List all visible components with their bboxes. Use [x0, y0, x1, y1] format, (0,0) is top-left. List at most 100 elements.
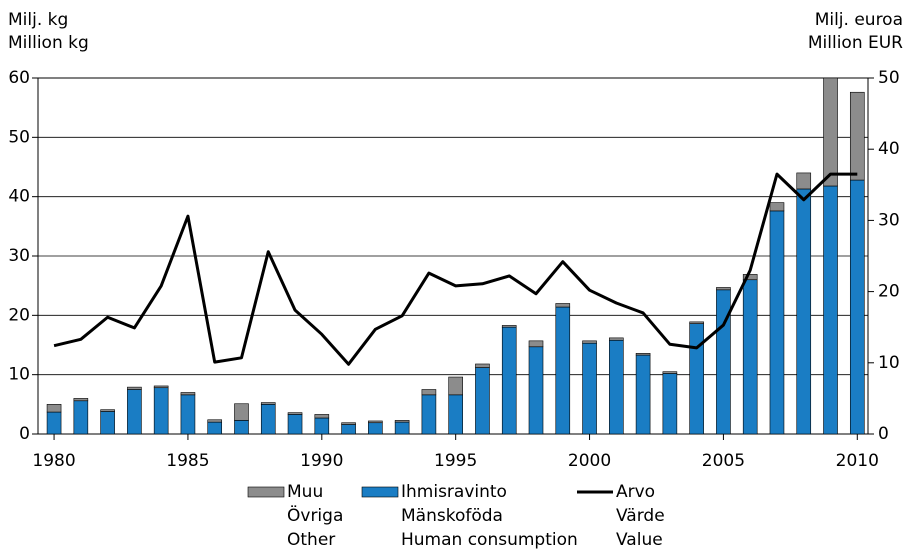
bar — [849, 91, 865, 181]
bar — [742, 279, 758, 435]
bar — [368, 420, 383, 424]
bar — [421, 394, 437, 435]
bar — [501, 325, 517, 328]
y-tick-label: 40 — [8, 187, 30, 207]
bar — [341, 424, 356, 435]
bar — [73, 398, 89, 402]
y2-tick-label: 0 — [878, 424, 889, 444]
y-tick-label: 30 — [8, 246, 30, 266]
bar — [180, 394, 196, 435]
legend-label: Övriga — [287, 504, 343, 526]
x-tick-label: 1990 — [300, 451, 343, 471]
x-tick-label: 1995 — [434, 451, 477, 471]
legend-label: Mänskoföda — [401, 506, 503, 526]
bar — [555, 303, 571, 308]
legend-label: Other — [287, 530, 335, 550]
bar — [635, 354, 651, 435]
bar — [582, 342, 597, 435]
bar — [769, 210, 785, 435]
x-tick-label: 2005 — [702, 451, 745, 471]
bar — [689, 323, 704, 435]
legend-label: Muu — [287, 482, 323, 502]
bar — [475, 367, 490, 435]
y2-tick-label: 20 — [878, 282, 900, 302]
bar — [100, 411, 115, 435]
x-tick-label: 2000 — [568, 451, 611, 471]
bar — [448, 376, 463, 396]
bar — [742, 274, 758, 281]
bar — [716, 289, 731, 435]
bar — [100, 409, 115, 412]
legend-label: Value — [616, 530, 663, 550]
bar — [582, 340, 597, 344]
bar — [234, 420, 249, 435]
bar — [46, 411, 62, 435]
bar — [394, 420, 410, 423]
bar — [207, 419, 223, 423]
bar — [501, 326, 517, 435]
y-axis-label: Milj. kg — [8, 10, 68, 30]
y-tick-label: 20 — [8, 305, 30, 325]
legend-swatch — [247, 486, 285, 498]
bar — [662, 373, 678, 435]
bar — [689, 321, 704, 324]
bar — [314, 417, 330, 435]
bar — [662, 371, 678, 374]
legend-label: Värde — [616, 506, 665, 526]
bar — [287, 412, 303, 415]
y2-tick-label: 30 — [878, 210, 900, 230]
bar — [421, 389, 437, 396]
y2-tick-label: 10 — [878, 353, 900, 373]
y-tick-label: 50 — [8, 127, 30, 147]
bar — [260, 404, 276, 435]
bar — [180, 392, 196, 396]
bar — [555, 306, 571, 435]
bar — [796, 188, 812, 435]
legend-swatch — [361, 486, 399, 498]
bar — [46, 404, 62, 413]
bar — [207, 421, 223, 435]
y-tick-label: 10 — [8, 365, 30, 385]
bar — [127, 389, 142, 435]
bar — [769, 202, 785, 212]
y-axis-label: Million kg — [8, 33, 89, 53]
y2-axis-label: Million EUR — [808, 33, 903, 53]
legend-label: Human consumption — [401, 530, 578, 550]
bar — [260, 402, 276, 405]
bar — [823, 185, 838, 435]
bar — [635, 353, 651, 356]
y2-axis-label: Milj. euroa — [815, 10, 903, 30]
line — [53, 172, 858, 366]
bar — [823, 77, 838, 187]
bar — [73, 400, 89, 435]
y2-tick-label: 50 — [878, 68, 900, 88]
x-tick-label: 2010 — [836, 451, 879, 471]
bar — [609, 337, 624, 341]
legend-label: Arvo — [616, 482, 655, 502]
bar — [475, 363, 490, 368]
y2-tick-label: 40 — [878, 139, 900, 159]
bar — [849, 179, 865, 435]
y-tick-label: 60 — [8, 68, 30, 88]
bar — [153, 385, 169, 389]
bar — [796, 172, 812, 190]
bar — [448, 394, 463, 435]
y-tick-label: 0 — [19, 424, 30, 444]
x-tick-label: 1980 — [32, 451, 75, 471]
bar — [716, 287, 731, 291]
bar — [528, 346, 544, 435]
bar — [609, 339, 624, 435]
x-tick-label: 1985 — [166, 451, 209, 471]
bar — [368, 422, 383, 435]
bar — [127, 386, 142, 390]
bar — [394, 421, 410, 435]
legend-label: Ihmisravinto — [401, 482, 507, 502]
bar — [341, 422, 356, 425]
bar — [234, 403, 249, 421]
bar — [153, 387, 169, 435]
bar — [314, 414, 330, 419]
bar — [528, 340, 544, 348]
bar — [287, 414, 303, 435]
